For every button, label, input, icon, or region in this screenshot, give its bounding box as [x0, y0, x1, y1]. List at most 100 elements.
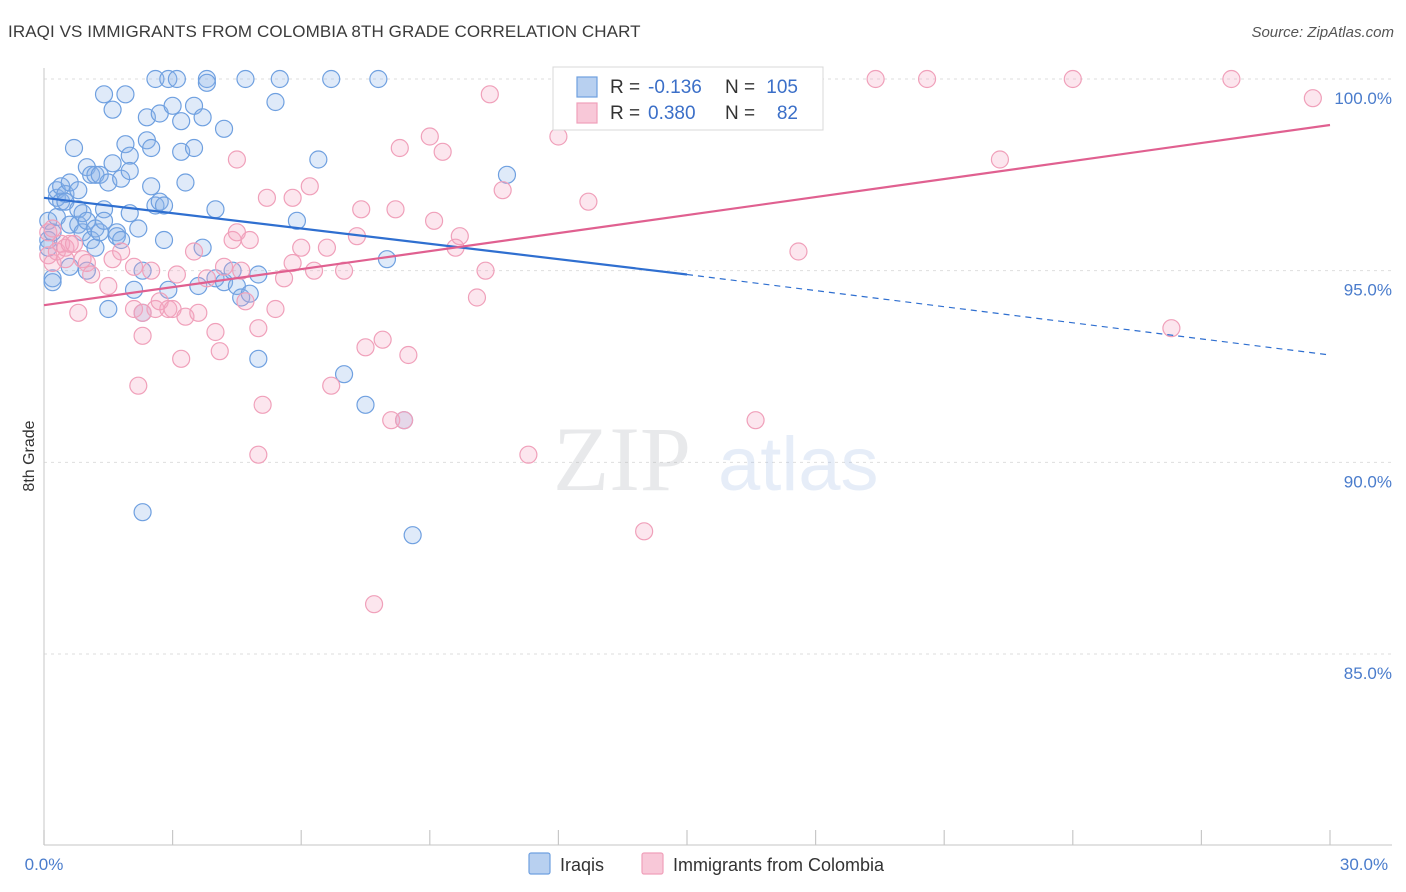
- point-iraqis: [116, 135, 135, 154]
- point-colombia: [746, 411, 765, 430]
- watermark-atlas: atlas: [718, 422, 879, 507]
- x-tick-label-min: 0.0%: [25, 855, 64, 874]
- point-colombia: [480, 85, 499, 104]
- chart-title: IRAQI VS IMMIGRANTS FROM COLOMBIA 8TH GR…: [8, 22, 641, 41]
- point-colombia: [249, 319, 268, 338]
- point-iraqis: [43, 273, 62, 292]
- point-colombia: [210, 342, 229, 361]
- point-colombia: [579, 192, 598, 211]
- point-iraqis: [309, 150, 328, 169]
- point-iraqis: [103, 100, 122, 119]
- x-tick-label-max: 30.0%: [1340, 855, 1388, 874]
- point-colombia: [304, 261, 324, 280]
- point-colombia: [99, 276, 118, 296]
- point-iraqis: [120, 161, 139, 181]
- trend-line-iraqis-extension: [686, 273, 1331, 356]
- point-iraqis: [377, 250, 397, 269]
- legend-iraqis-label: Iraqis: [560, 855, 604, 875]
- point-colombia: [364, 595, 384, 614]
- point-colombia: [142, 261, 161, 280]
- point-colombia: [433, 142, 452, 161]
- point-iraqis: [266, 92, 285, 112]
- trend-line-iraqis: [43, 196, 688, 276]
- point-colombia: [283, 253, 302, 273]
- iraqis-r-value: -0.136: [648, 77, 702, 98]
- point-colombia: [352, 200, 371, 219]
- colombia-n-label: N =: [725, 103, 755, 124]
- point-iraqis: [116, 85, 135, 104]
- y-tick-label: 90.0%: [1344, 472, 1392, 491]
- point-colombia: [266, 299, 285, 319]
- point-colombia: [236, 292, 255, 311]
- point-colombia: [1063, 69, 1082, 89]
- point-colombia: [274, 269, 294, 288]
- point-colombia: [390, 138, 409, 158]
- point-colombia: [43, 219, 62, 238]
- point-iraqis: [287, 211, 307, 230]
- point-iraqis: [142, 138, 161, 158]
- point-colombia: [1222, 69, 1241, 89]
- point-colombia: [292, 238, 311, 257]
- point-iraqis: [184, 138, 204, 158]
- point-iraqis: [206, 200, 225, 219]
- point-iraqis: [69, 181, 88, 200]
- stats-legend: R = -0.136 N = 105 R = 0.380 N = 82: [552, 66, 824, 131]
- watermark-zip: ZIP: [553, 408, 691, 510]
- point-colombia: [386, 200, 405, 219]
- y-tick-labels: 100.0% 95.0% 90.0% 85.0%: [1334, 89, 1392, 683]
- point-colombia: [394, 411, 414, 430]
- point-iraqis: [94, 211, 114, 230]
- y-axis-label: 8th Grade: [21, 420, 38, 491]
- point-iraqis: [94, 85, 114, 104]
- point-iraqis: [270, 69, 289, 89]
- point-colombia: [300, 177, 319, 196]
- legend-iraqis-swatch: [528, 852, 551, 875]
- point-iraqis: [369, 69, 388, 89]
- colombia-n-value: 82: [777, 103, 798, 124]
- point-colombia: [283, 188, 302, 207]
- point-colombia: [184, 242, 204, 261]
- point-colombia: [172, 349, 191, 368]
- point-colombia: [467, 288, 487, 307]
- point-colombia: [133, 326, 152, 345]
- point-iraqis: [172, 112, 191, 131]
- x-ticks: [43, 830, 1331, 845]
- colombia-r-value: 0.380: [648, 103, 696, 124]
- point-colombia: [420, 127, 439, 146]
- point-colombia: [64, 234, 84, 253]
- point-iraqis: [146, 69, 165, 89]
- legend-colombia-label: Immigrants from Colombia: [673, 855, 885, 875]
- point-colombia: [159, 299, 178, 319]
- point-colombia: [206, 322, 225, 342]
- point-colombia: [990, 150, 1010, 169]
- colombia-swatch: [576, 102, 598, 124]
- watermark: ZIP atlas: [553, 408, 879, 510]
- point-iraqis: [99, 299, 118, 319]
- point-colombia: [382, 411, 401, 430]
- colombia-r-label: R =: [610, 103, 640, 124]
- point-iraqis: [129, 219, 148, 238]
- trend-lines: [43, 123, 1331, 356]
- data-points: [39, 69, 1322, 614]
- series-legend: Iraqis Immigrants from Colombia: [528, 852, 885, 875]
- point-colombia: [1162, 319, 1181, 338]
- point-colombia: [249, 445, 268, 464]
- point-colombia: [189, 303, 208, 322]
- point-iraqis: [64, 138, 84, 158]
- point-colombia: [77, 253, 96, 273]
- point-colombia: [866, 69, 885, 89]
- point-colombia: [69, 303, 88, 322]
- y-tick-label: 95.0%: [1344, 281, 1392, 300]
- point-colombia: [399, 345, 418, 365]
- point-colombia: [257, 188, 277, 207]
- y-tick-label: 100.0%: [1334, 89, 1392, 108]
- point-colombia: [167, 265, 186, 284]
- point-iraqis: [249, 349, 268, 368]
- point-colombia: [789, 242, 808, 261]
- point-colombia: [549, 127, 568, 146]
- stats-legend-box: [552, 66, 824, 131]
- gridlines: [44, 78, 1392, 655]
- point-colombia: [322, 376, 341, 395]
- point-iraqis: [193, 108, 212, 127]
